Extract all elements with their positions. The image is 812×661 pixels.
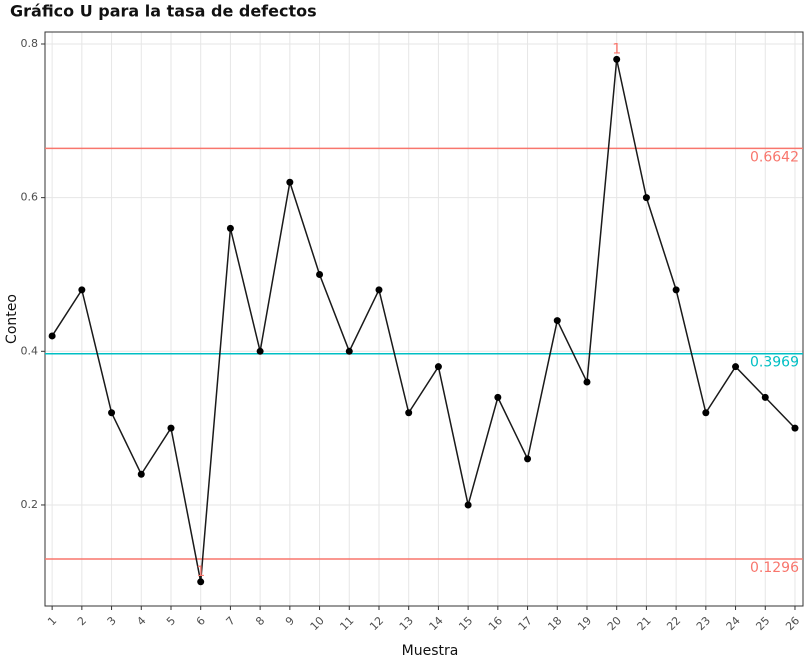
- data-point: [553, 317, 561, 325]
- data-point: [137, 470, 145, 478]
- data-point: [226, 224, 234, 232]
- x-tick-label: 10: [308, 614, 327, 633]
- y-tick-label: 0.4: [21, 344, 39, 357]
- x-tick-label: 11: [337, 614, 356, 633]
- x-tick-label: 8: [253, 614, 267, 628]
- data-line: [51, 59, 796, 582]
- x-tick-label: 23: [694, 614, 713, 633]
- x-tick-label: 13: [397, 614, 416, 633]
- annotation: 1: [196, 564, 205, 580]
- x-tick-label: 12: [367, 614, 386, 633]
- data-point: [434, 363, 442, 371]
- control-line-label: 0.1296: [750, 560, 799, 576]
- x-tick-label: 18: [545, 614, 564, 633]
- x-tick-label: 22: [664, 614, 683, 633]
- control-line-label: 0.6642: [750, 149, 799, 165]
- x-tick-label: 2: [75, 614, 89, 628]
- x-tick-label: 7: [224, 614, 238, 628]
- data-point: [256, 347, 264, 355]
- data-point: [524, 455, 532, 463]
- y-tick-label: 0.6: [21, 191, 39, 204]
- y-tick-label: 0.8: [21, 37, 39, 50]
- data-point: [702, 409, 710, 417]
- x-tick-label: 6: [194, 614, 208, 628]
- x-tick-label: 25: [753, 614, 772, 633]
- data-point: [642, 194, 650, 202]
- data-point: [791, 424, 799, 432]
- x-tick-label: 26: [783, 614, 802, 633]
- data-point: [732, 363, 740, 371]
- data-point: [78, 286, 86, 294]
- y-axis-label: Conteo: [4, 294, 20, 344]
- x-tick-label: 5: [164, 614, 178, 628]
- x-tick-label: 21: [635, 614, 654, 633]
- x-tick-label: 14: [427, 614, 446, 633]
- data-point: [613, 55, 621, 63]
- x-tick-label: 16: [486, 614, 505, 633]
- data-point: [316, 270, 324, 278]
- chart-title: Gráfico U para la tasa de defectos: [10, 2, 317, 21]
- data-point: [345, 347, 353, 355]
- panel-border: [44, 31, 804, 607]
- data-point: [375, 286, 383, 294]
- data-point: [286, 178, 294, 186]
- data-point: [583, 378, 591, 386]
- x-tick-label: 19: [575, 614, 594, 633]
- data-point: [494, 393, 502, 401]
- x-tick-label: 17: [516, 614, 535, 633]
- data-point: [167, 424, 175, 432]
- x-tick-label: 4: [134, 614, 148, 628]
- x-tick-label: 3: [105, 614, 119, 628]
- x-tick-label: 15: [456, 614, 475, 633]
- data-point: [464, 501, 472, 509]
- data-point: [672, 286, 680, 294]
- data-point: [108, 409, 116, 417]
- x-tick-label: 9: [283, 614, 297, 628]
- data-point: [405, 409, 413, 417]
- x-tick-label: 1: [45, 614, 59, 628]
- data-point: [761, 393, 769, 401]
- data-point: [197, 578, 205, 586]
- y-tick-label: 0.2: [21, 498, 39, 511]
- control-line-label: 0.3969: [750, 355, 799, 371]
- annotation: 1: [612, 41, 621, 57]
- data-point: [48, 332, 56, 340]
- x-tick-label: 20: [605, 614, 624, 633]
- x-axis-label: Muestra: [402, 643, 459, 659]
- x-tick-label: 24: [724, 614, 743, 633]
